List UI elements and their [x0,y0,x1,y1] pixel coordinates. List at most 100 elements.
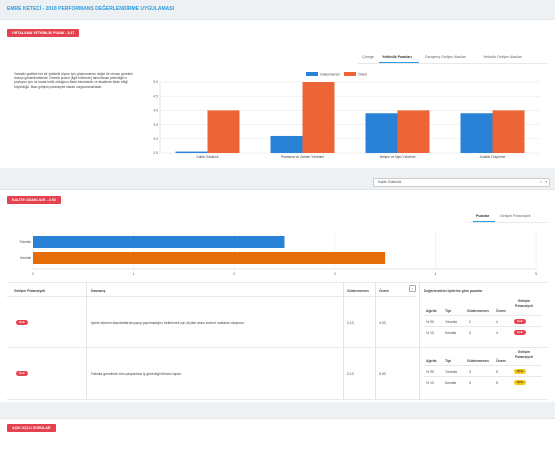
sub-importance: 5 [496,381,498,385]
competency-panel: ORTALAMA YETKİNLİK PUANI - 3.47 Çizelge … [0,19,555,168]
sub-type: Kendisi [445,331,457,335]
active-tab-underline [379,62,419,63]
sub-weight: % 10 [426,331,434,335]
sub-type: Yönetici [445,370,458,374]
bar [33,236,285,248]
sub-potential-badge: Orta [514,369,527,374]
sub-score: 4 [469,381,471,385]
bar [397,110,430,153]
sub-header-type: Tipi [445,309,451,313]
bar [33,252,386,264]
column-divider [86,283,87,400]
bar [302,82,335,153]
competency-select[interactable]: Kalite Odaklılık × ▾ [373,178,550,187]
bar [365,113,398,153]
column-divider [419,283,420,400]
x-tick-label: Analitik Düşünme [480,155,506,159]
average-score-badge: ORTALAMA YETKİNLİK PUANI - 3.47 [7,29,80,37]
behavior-text: İşimle istenen standartlarda yapıp yapıl… [91,321,245,325]
sub-potential-badge: Orta [514,380,527,385]
bar [207,110,240,153]
behavior-text: Fabrika genelinde tüm çalışanlara iş güv… [91,372,182,376]
y-tick-label: 4.0 [153,109,158,113]
sub-header-weight: Ağırlık [426,309,437,313]
y-tick-label: 5.0 [153,80,158,84]
bar [492,110,525,153]
sub-importance: 4 [496,331,498,335]
col-header-score: Güdenmenen [347,289,369,293]
competency-select-value: Kalite Odaklılık [378,180,402,184]
column-divider [343,283,344,400]
importance-value: 5.00 [379,372,386,376]
y-tick-label: 3.5 [153,123,158,127]
row-divider [7,347,548,348]
legend-label: Güdenmenen [320,73,340,77]
sub-score: 2 [469,320,471,324]
x-tick-label: Planlama ve Zaman Yönetimi [281,155,324,159]
page-title: EMRE KETECİ - 2018 PERFORMANS DEĞERLENDİ… [7,6,174,12]
x-tick-label: 0 [32,272,34,276]
x-tick-label: 2 [233,272,235,276]
x-tick-label: 3 [334,272,336,276]
quality-panel: KALİTE ODAKLILIK - 2.60 Puanlar Gelişim … [0,189,555,402]
sub-score: 3 [469,331,471,335]
col-header-behavior: Davranış [91,289,106,293]
x-tick-label: 4 [434,272,436,276]
column-divider [375,283,376,400]
sub-potential-badge: Çok [514,330,526,335]
legend-swatch [344,72,356,76]
score-value: 2,10 [347,372,354,376]
tab-competency-scores[interactable]: Yetkinlik Puanları [382,55,412,59]
y-tick-label: Kendisi [20,256,31,260]
chevron-down-icon[interactable]: ▾ [545,180,547,184]
sub-header-importance: Önem [496,359,506,363]
potential-badge: Çok [16,371,28,376]
clear-icon[interactable]: × [539,180,542,184]
sub-weight: % 10 [426,381,434,385]
sub-header-border [424,315,542,316]
sub-header-importance: Önem [496,309,506,313]
tab-scores[interactable]: Puanlar [476,214,490,218]
sub-header-border [424,365,542,366]
chevron-left-icon: ‹ [411,285,413,291]
tab-chart[interactable]: Çizelge [362,55,374,59]
quality-score-badge: KALİTE ODAKLILIK - 2.60 [7,196,61,204]
x-tick-label: İletişim ve İlişki Yönetimi [380,154,416,159]
rater-score-bar-chart: 0 1 2 3 4 5 Yönetici Kendisi [19,232,537,276]
open-questions-panel: AÇIK UÇLU SORULAR [0,418,555,456]
expand-column-button[interactable]: ‹ [409,285,416,292]
competency-bar-chart: 5.0 4.5 4.0 3.5 3.0 2.5 Kalite Odaklılık Planla… [153,72,540,159]
sub-importance: 5 [496,370,498,374]
potential-badge: Çok [16,320,28,325]
sub-header-weight: Ağırlık [426,359,437,363]
header-bottom-border [7,296,416,297]
col-header-rater-scores: Değerlendirici tiplerine göre puanlar [424,289,483,293]
tab-development-potential[interactable]: Gelişim Potansiyeli [500,214,531,218]
y-tick-label: 2.5 [153,151,158,155]
bar [175,151,208,153]
sub-row-border [424,326,542,327]
sub-weight: % 90 [426,370,434,374]
score-value: 2,10 [347,321,354,325]
sub-header-potential: Gelişim Potansiyeli [515,299,533,308]
sub-score: 3 [469,370,471,374]
tab-competency-development[interactable]: Yetkinlik Gelişim Alanları [483,55,523,59]
tab-divider [468,222,548,223]
tab-behavior-development[interactable]: Danışmış Gelişim Alanları [425,55,467,59]
x-tick-label: 5 [535,272,537,276]
sub-header-score: Güdenmenen [467,359,489,363]
table-top-border [7,282,548,283]
sub-header-potential: Gelişim Potansiyeli [515,350,533,359]
legend-label: Önem [358,73,367,77]
col-header-potential: Gelişim Potansiyeli [14,289,46,293]
sub-header-type: Tipi [445,359,451,363]
sub-row-border [424,376,542,377]
x-tick-label: Kalite Odaklılık [197,155,219,159]
col-header-importance: Önem [379,289,389,293]
sub-importance: 4 [496,320,498,324]
sub-potential-badge: Çok [514,319,526,324]
sub-type: Kendisi [445,381,457,385]
x-tick-label: 1 [133,272,135,276]
legend-swatch [306,72,318,76]
sub-weight: % 90 [426,320,434,324]
